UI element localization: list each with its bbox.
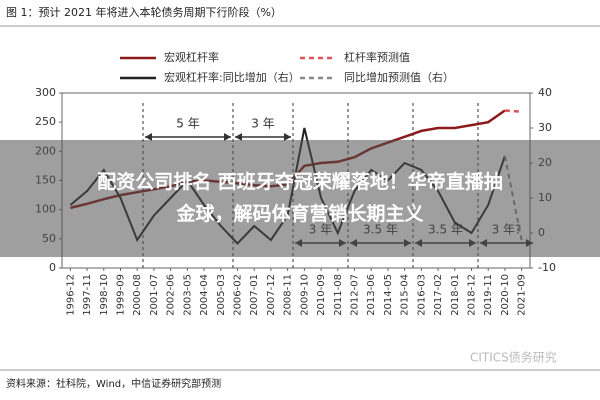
x-tick-label: 2019-11 [483,274,494,316]
x-tick-label: 2009-10 [299,274,310,316]
x-tick-label: 2008-11 [283,274,294,316]
x-tick-label: 2015-04 [400,274,411,316]
x-tick-label: 2010-09 [316,274,327,316]
x-tick-label: 2004-04 [199,274,210,316]
x-tick-label: 1997-11 [82,274,93,316]
x-tick-label: 2005-03 [216,274,227,316]
x-tick-label: 2006-02 [233,274,244,316]
x-tick-label: 1999-09 [116,274,127,316]
y-tick-label: 0 [49,261,56,274]
x-tick-label: 2020-10 [500,274,511,316]
cycle-label: 5 年 [176,117,199,131]
x-tick-label: 2012-07 [350,274,361,316]
legend-label: 宏观杠杆率:同比增加（右） [164,70,300,84]
x-tick-label: 1998-10 [99,274,110,316]
source: 资料来源：社科院，Wind，中信证券研究部预测 [6,377,221,390]
series-line [504,109,522,113]
y2-tick-label: -10 [538,261,556,274]
cycle-label: 3 年 [251,117,274,131]
y-tick-label: 300 [35,86,56,99]
watermark: CITICS债务研究 [470,350,557,365]
x-tick-label: 1996-12 [65,274,76,316]
x-tick-label: 2016-03 [416,274,427,316]
x-tick-label: 2001-07 [149,274,160,316]
banner-line: 配资公司排名 西班牙夺冠荣耀落地！华帝直播抽 [97,170,503,193]
x-tick-label: 2017-02 [433,274,444,316]
banner-line: 金球，解码体育营销长期主义 [175,202,423,225]
y2-tick-label: 30 [538,121,552,134]
x-tick-label: 2011-08 [333,274,344,316]
x-tick-label: 2003-05 [182,274,193,316]
banner-text: 配资公司排名 西班牙夺冠荣耀落地！华帝直播抽金球，解码体育营销长期主义 [97,170,503,225]
chart-title: 图 1：预计 2021 年将进入本轮债务周期下行阶段（%） [6,5,282,19]
legend-label: 宏观杠杆率 [164,50,219,64]
y2-tick-label: 40 [538,86,552,99]
x-tick-label: 2002-06 [166,274,177,316]
x-tick-label: 2014-05 [383,274,394,316]
x-tick-label: 2007-12 [266,274,277,316]
x-tick-label: 2013-06 [366,274,377,316]
y-tick-label: 250 [35,115,56,128]
banner-bg [0,140,600,257]
legend-label: 杠杆率预测值 [344,50,410,64]
x-tick-label: 2000-08 [132,274,143,316]
x-tick-label: 2007-01 [249,274,260,316]
legend-label: 同比增加预测值（右） [344,70,454,84]
x-tick-label: 2018-01 [450,274,461,316]
x-tick-label: 2018-12 [467,274,478,316]
x-tick-label: 2021-09 [517,274,528,316]
